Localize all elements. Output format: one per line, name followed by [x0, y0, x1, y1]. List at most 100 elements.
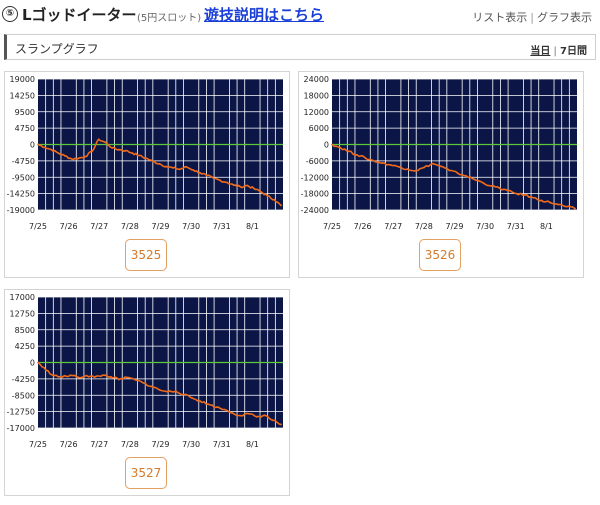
- data-point: [174, 390, 177, 392]
- x-tick-label: 7/27: [90, 440, 108, 449]
- section-title: スランプグラフ: [15, 42, 99, 56]
- data-point: [70, 158, 73, 160]
- data-point: [158, 162, 161, 165]
- x-tick-label: 7/29: [152, 222, 170, 231]
- data-point: [231, 412, 234, 414]
- y-tick-label: -12000: [301, 173, 329, 182]
- y-tick-label: -4750: [12, 157, 35, 166]
- x-tick-label: 7/29: [446, 222, 464, 231]
- y-tick-label: -24000: [301, 206, 329, 215]
- data-point: [199, 171, 201, 174]
- data-point: [131, 152, 134, 155]
- machine-button-3526[interactable]: 3526: [419, 239, 461, 271]
- data-point: [69, 374, 72, 377]
- graph-view-link[interactable]: グラフ表示: [537, 11, 592, 24]
- y-tick-label: -4250: [12, 375, 35, 384]
- data-point: [191, 397, 193, 399]
- series-line: [331, 143, 576, 210]
- data-point: [158, 388, 161, 391]
- x-tick-label: 8/1: [246, 222, 259, 231]
- data-point: [507, 189, 509, 192]
- data-point: [37, 143, 39, 146]
- y-tick-label: 9500: [15, 108, 35, 117]
- data-point: [247, 412, 250, 415]
- data-point: [557, 203, 560, 206]
- page-header: ⑤ Lゴッドイーター (5円スロット) 遊技説明はこちら リスト表示 | グラフ表示: [0, 0, 600, 32]
- machine-button-3527[interactable]: 3527: [125, 457, 167, 489]
- data-point: [84, 155, 87, 158]
- data-point: [548, 201, 551, 204]
- chart-panel-3526: 24000 18000 12000 6000 0 -6000 -12000 -18000 -24…: [298, 71, 584, 278]
- x-tick-label: 7/26: [60, 440, 78, 449]
- x-tick-label: 7/28: [121, 222, 139, 231]
- data-point: [45, 369, 47, 372]
- data-point: [118, 378, 120, 381]
- data-point: [515, 192, 518, 195]
- x-tick-label: 7/27: [90, 222, 108, 231]
- data-point: [77, 157, 80, 160]
- data-point: [532, 196, 535, 199]
- data-point: [207, 403, 210, 406]
- y-tick-label: 4250: [15, 342, 35, 351]
- list-view-link[interactable]: リスト表示: [472, 11, 528, 24]
- data-point: [37, 361, 39, 364]
- data-point: [182, 393, 185, 396]
- x-tick-label: 7/27: [384, 222, 402, 231]
- data-point: [77, 376, 80, 379]
- y-tick-label: 14250: [10, 91, 35, 100]
- x-tick-label: 7/30: [476, 222, 494, 231]
- data-point: [263, 414, 266, 417]
- y-tick-label: 12000: [304, 108, 329, 117]
- y-tick-label: -18000: [301, 190, 329, 199]
- x-tick-label: 7/29: [152, 440, 170, 449]
- data-point: [372, 159, 375, 162]
- data-point: [185, 166, 188, 168]
- x-tick-label: 7/26: [354, 222, 372, 231]
- data-point: [192, 169, 195, 171]
- y-tick-label: 4750: [15, 124, 35, 133]
- data-point: [280, 423, 282, 426]
- data-point: [356, 153, 359, 156]
- y-tick-label: 19000: [10, 75, 35, 84]
- data-point: [199, 400, 201, 402]
- data-point: [178, 168, 181, 171]
- x-tick-label: 7/25: [29, 222, 47, 231]
- y-tick-label: 12750: [10, 309, 35, 318]
- chart-panel-3527: 17000 12750 8500 4250 0 -4250 -8500 -12750 -1700…: [4, 289, 290, 496]
- x-tick-label: 7/26: [60, 222, 78, 231]
- data-point: [223, 408, 226, 411]
- view-separator: |: [530, 11, 534, 24]
- y-tick-label: 6000: [309, 124, 329, 133]
- data-point: [272, 419, 274, 422]
- y-tick-label: 0: [30, 141, 35, 150]
- x-tick-label: 7/28: [415, 222, 433, 231]
- data-point: [255, 415, 258, 418]
- machine-title: Lゴッドイーター: [22, 6, 137, 24]
- help-link[interactable]: 遊技説明はこちら: [204, 6, 325, 24]
- data-point: [364, 157, 367, 160]
- y-tick-label: 24000: [304, 75, 329, 84]
- machine-button-3525[interactable]: 3525: [125, 239, 167, 271]
- y-tick-label: 0: [30, 359, 35, 368]
- period-switcher: 当日 | 7日間: [530, 42, 587, 57]
- y-tick-label: -8500: [12, 391, 35, 400]
- data-point: [64, 154, 66, 157]
- data-point: [124, 149, 127, 152]
- period-week-link[interactable]: 7日間: [560, 46, 587, 57]
- data-point: [226, 181, 228, 184]
- data-point: [219, 179, 222, 182]
- machine-group-number: ⑤: [2, 6, 18, 22]
- view-switcher: リスト表示 | グラフ表示: [472, 9, 592, 25]
- slump-chart-3526: 24000 18000 12000 6000 0 -6000 -12000 -18000 -24…: [301, 75, 577, 231]
- data-point: [540, 199, 543, 202]
- data-point: [166, 390, 169, 393]
- period-today-link[interactable]: 当日: [530, 46, 551, 57]
- data-point: [440, 165, 442, 168]
- y-tick-label: 8500: [15, 326, 35, 335]
- machine-subtitle: (5円スロット): [137, 13, 202, 24]
- y-tick-label: -6000: [306, 157, 329, 166]
- data-point: [574, 207, 576, 210]
- data-point: [91, 150, 93, 153]
- y-tick-label: -9500: [12, 173, 35, 182]
- data-point: [111, 147, 114, 149]
